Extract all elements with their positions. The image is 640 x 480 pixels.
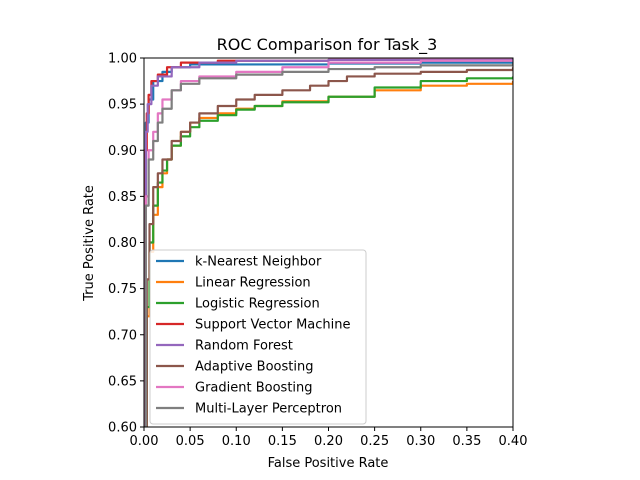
- x-tick-label: 0.30: [406, 434, 435, 449]
- legend-label: Gradient Boosting: [195, 381, 313, 396]
- axes: 0.00 0.05 0.10 0.15 0.20 0.25 0.30 0.35 0.40 0.60…: [108, 52, 527, 450]
- x-tick-label: 0.15: [268, 434, 297, 449]
- x-tick-label: 0.40: [499, 434, 528, 449]
- series-line-2: [144, 76, 513, 427]
- x-tick-label: 0.00: [130, 434, 159, 449]
- legend-label: Linear Regression: [195, 276, 311, 291]
- legend-label: Adaptive Boosting: [195, 360, 313, 375]
- x-tick-label: 0.20: [314, 434, 343, 449]
- legend-label: Logistic Regression: [195, 297, 320, 312]
- x-tick-label: 0.25: [360, 434, 389, 449]
- legend-box: [149, 249, 367, 425]
- legend-label: Random Forest: [195, 339, 293, 354]
- y-tick-label: 0.65: [108, 374, 137, 389]
- series-line-4: [144, 58, 513, 427]
- y-axis-title: True Positive Rate: [82, 185, 97, 302]
- y-tick-label: 0.90: [108, 144, 137, 159]
- y-tick-label: 0.60: [108, 421, 137, 436]
- series-line-7: [144, 63, 513, 427]
- legend-label: Multi-Layer Perceptron: [195, 402, 342, 417]
- chart-title: ROC Comparison for Task_3: [217, 35, 438, 55]
- y-tick-label: 0.95: [108, 98, 137, 113]
- y-tick-label: 0.70: [108, 328, 137, 343]
- series-line-5: [144, 67, 513, 427]
- y-tick-label: 0.75: [108, 282, 137, 297]
- legend-label: k-Nearest Neighbor: [195, 255, 322, 270]
- x-tick-label: 0.10: [222, 434, 251, 449]
- x-tick-label: 0.35: [452, 434, 481, 449]
- x-axis-title: False Positive Rate: [268, 456, 389, 471]
- legend-label: Support Vector Machine: [195, 318, 351, 333]
- y-tick-label: 0.80: [108, 236, 137, 251]
- y-tick-label: 1.00: [108, 52, 137, 67]
- x-tick-label: 0.05: [176, 434, 205, 449]
- y-tick-label: 0.85: [108, 190, 137, 205]
- series-lines: [144, 58, 513, 427]
- plot-area: [144, 58, 513, 427]
- legend: k-Nearest Neighbor Linear Regression Logis…: [149, 249, 367, 425]
